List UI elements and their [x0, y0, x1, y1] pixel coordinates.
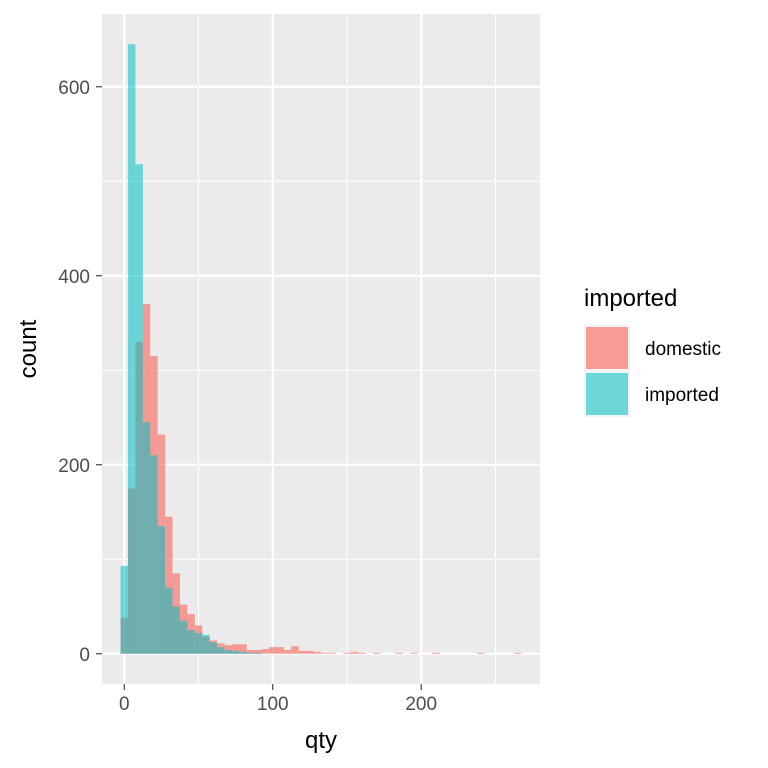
bar-imported — [217, 647, 225, 654]
bar-domestic — [358, 652, 366, 654]
bar-domestic — [328, 652, 336, 654]
legend-swatch-domestic — [586, 327, 628, 369]
bar-imported — [127, 44, 136, 654]
bar-imported — [172, 606, 180, 654]
bar-imported — [194, 632, 203, 654]
bar-domestic — [231, 644, 240, 654]
y-tick-label: 600 — [58, 78, 90, 99]
bar-domestic — [476, 652, 485, 654]
bar-domestic — [313, 651, 321, 654]
series-imported-bars — [120, 44, 262, 654]
bar-imported — [224, 649, 232, 654]
bar-imported — [120, 565, 128, 654]
bar-imported — [165, 587, 173, 654]
bar-domestic — [298, 650, 307, 654]
x-tick-label: 200 — [405, 694, 437, 715]
bar-imported — [142, 422, 151, 654]
bar-domestic — [321, 652, 329, 654]
bar-domestic — [239, 644, 247, 654]
bar-domestic — [246, 649, 255, 654]
legend: imported domestic imported — [584, 285, 721, 417]
bar-domestic — [350, 651, 359, 654]
legend-title: imported — [584, 285, 677, 312]
bar-imported — [246, 652, 255, 654]
bar-domestic — [276, 647, 284, 654]
bar-domestic — [165, 516, 173, 654]
minor-gridlines — [102, 14, 540, 684]
bar-imported — [239, 651, 247, 654]
bar-domestic — [306, 650, 314, 654]
bar-imported — [209, 642, 218, 654]
bar-domestic — [269, 647, 277, 654]
bar-domestic — [395, 652, 403, 654]
plot-panel — [102, 14, 540, 684]
bar-domestic — [514, 652, 522, 654]
bar-imported — [179, 620, 188, 654]
legend-label-domestic: domestic — [645, 339, 721, 360]
x-tick-label: 100 — [257, 694, 289, 715]
bar-imported — [150, 455, 158, 654]
bar-domestic — [224, 645, 232, 654]
x-tick-label: 0 — [119, 694, 130, 715]
bar-domestic — [410, 652, 418, 654]
bar-domestic — [343, 652, 351, 654]
bar-domestic — [432, 652, 440, 654]
bar-domestic — [261, 649, 270, 654]
bar-domestic — [254, 649, 262, 654]
legend-swatch-imported — [586, 373, 628, 415]
y-tick-label: 200 — [58, 456, 90, 477]
bar-imported — [157, 526, 166, 654]
bar-domestic — [283, 649, 292, 654]
bar-domestic — [291, 646, 299, 654]
bar-domestic — [372, 652, 381, 654]
bar-imported — [254, 652, 262, 654]
legend-label-imported: imported — [645, 385, 719, 406]
y-axis: 0 200 400 600 — [58, 78, 102, 666]
x-axis: 0 100 200 — [119, 684, 437, 715]
bar-imported — [202, 634, 210, 654]
y-tick-label: 400 — [58, 267, 90, 288]
bar-imported — [187, 630, 195, 654]
y-axis-title: count — [15, 319, 42, 378]
bar-imported — [231, 650, 240, 654]
y-tick-label: 0 — [79, 645, 90, 666]
x-axis-title: qty — [305, 727, 337, 754]
bar-imported — [135, 164, 143, 654]
